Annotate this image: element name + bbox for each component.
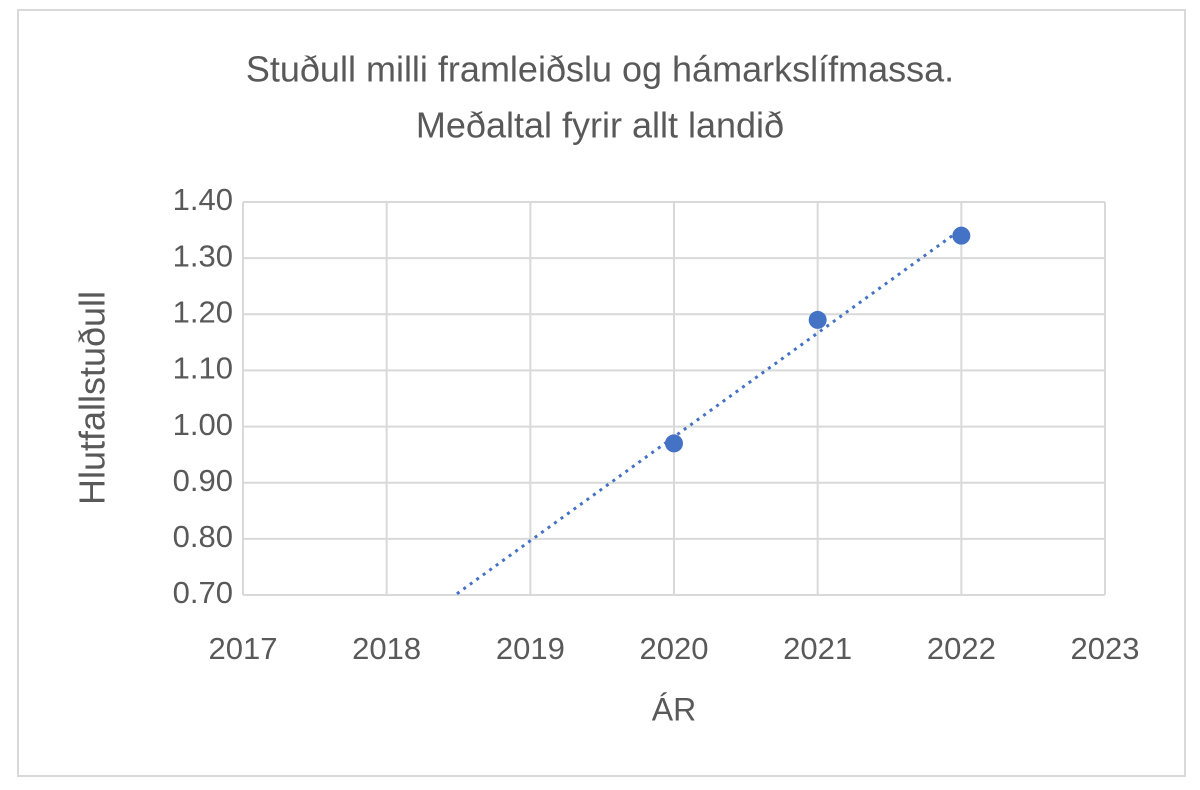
y-tick-label: 1.10 — [173, 351, 233, 386]
chart-title: Meðaltal fyrir allt landið — [416, 105, 784, 146]
x-tick-label: 2018 — [352, 631, 421, 666]
x-tick-label: 2023 — [1071, 631, 1140, 666]
y-tick-label: 0.70 — [173, 575, 233, 610]
chart-border — [17, 9, 1186, 777]
x-tick-label: 2017 — [209, 631, 278, 666]
y-tick-label: 1.00 — [173, 407, 233, 442]
y-tick-label: 1.20 — [173, 294, 233, 329]
trendline — [452, 227, 963, 595]
x-tick-label: 2020 — [640, 631, 709, 666]
data-point — [665, 434, 683, 453]
x-tick-label: 2022 — [927, 631, 996, 666]
y-axis-label: Hlutfallstuðull — [72, 291, 113, 505]
y-tick-label: 1.40 — [173, 182, 233, 217]
x-tick-label: 2019 — [496, 631, 565, 666]
y-tick-label: 1.30 — [173, 238, 233, 273]
y-tick-label: 0.90 — [173, 463, 233, 498]
data-point — [808, 310, 827, 329]
x-axis-label: ÁR — [652, 691, 696, 727]
x-tick-label: 2021 — [783, 631, 852, 666]
data-point — [952, 226, 971, 245]
y-tick-label: 0.80 — [173, 519, 233, 554]
chart-title: Stuðull milli framleiðslu og hámarkslífm… — [246, 49, 954, 90]
